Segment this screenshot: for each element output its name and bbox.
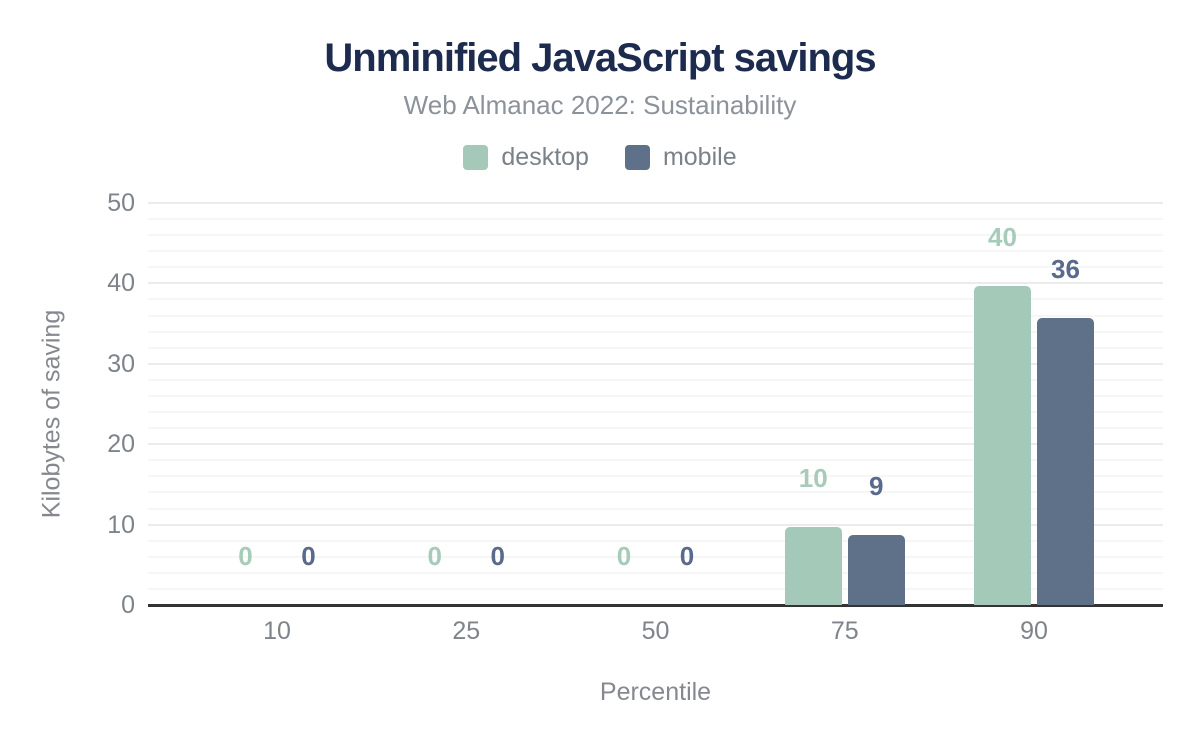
mobile-bar-p90 xyxy=(1037,317,1094,605)
x-axis-baseline xyxy=(148,604,1163,607)
minor-gridline xyxy=(148,555,1163,558)
mobile-value-label-p75: 9 xyxy=(869,471,884,502)
x-axis-tick-labels: 10 25 50 75 90 xyxy=(148,618,1163,650)
mobile-value-label-p10: 0 xyxy=(301,541,316,571)
desktop-value-label-p75: 10 xyxy=(798,463,828,494)
x-tick-75: 75 xyxy=(830,617,859,645)
minor-gridline xyxy=(148,346,1163,349)
y-axis-tick-labels: 0 10 20 30 40 50 xyxy=(0,190,135,618)
desktop-legend-label: desktop xyxy=(501,143,589,171)
x-tick-25: 25 xyxy=(452,617,481,645)
mobile-value-label-p25: 0 xyxy=(490,541,505,571)
minor-gridline xyxy=(148,539,1163,542)
x-tick-50: 50 xyxy=(641,617,670,645)
x-tick-10: 10 xyxy=(263,617,291,645)
legend: desktop mobile xyxy=(0,143,1200,172)
minor-gridline xyxy=(148,427,1163,430)
minor-gridline xyxy=(148,234,1163,237)
y-tick-10: 10 xyxy=(107,510,135,539)
mobile-value-label-p90: 36 xyxy=(1051,253,1080,284)
minor-gridline xyxy=(148,459,1163,462)
major-gridline xyxy=(148,523,1163,526)
minor-gridline xyxy=(148,378,1163,381)
minor-gridline xyxy=(148,250,1163,253)
minor-gridline xyxy=(148,411,1163,414)
minor-gridline xyxy=(148,571,1163,574)
minor-gridline xyxy=(148,475,1163,478)
mobile-bar-p75 xyxy=(847,535,905,605)
y-tick-20: 20 xyxy=(107,430,135,459)
y-tick-50: 50 xyxy=(107,189,135,217)
x-axis-title: Percentile xyxy=(599,678,712,706)
legend-item-mobile: mobile xyxy=(624,143,737,172)
major-gridline xyxy=(148,202,1163,204)
minor-gridline xyxy=(148,330,1163,333)
legend-item-desktop: desktop xyxy=(463,143,589,172)
minor-gridline xyxy=(148,394,1163,397)
major-gridline xyxy=(148,282,1163,285)
chart-subtitle: Web Almanac 2022: Sustainability xyxy=(403,90,797,120)
major-gridline xyxy=(148,443,1163,446)
desktop-legend-swatch xyxy=(463,145,489,170)
minor-gridline xyxy=(148,491,1163,494)
minor-gridline xyxy=(148,266,1163,269)
desktop-value-label-p50: 0 xyxy=(616,541,632,571)
desktop-bar-p75 xyxy=(784,527,842,605)
y-tick-40: 40 xyxy=(107,269,135,298)
major-gridline xyxy=(148,362,1163,365)
y-tick-0: 0 xyxy=(121,591,135,619)
y-tick-30: 30 xyxy=(107,349,135,378)
chart-title: Unminified JavaScript savings xyxy=(324,36,876,80)
minor-gridline xyxy=(148,587,1163,590)
desktop-value-label-p90: 40 xyxy=(988,221,1017,252)
mobile-legend-swatch xyxy=(624,145,650,170)
desktop-value-label-p25: 0 xyxy=(427,541,442,571)
mobile-legend-label: mobile xyxy=(662,143,737,171)
minor-gridline xyxy=(148,507,1163,510)
plot-area: 0 0 0 10 40 0 0 0 9 36 xyxy=(148,202,1163,607)
mobile-value-label-p50: 0 xyxy=(679,541,695,571)
minor-gridline xyxy=(148,314,1163,317)
desktop-value-label-p10: 0 xyxy=(238,541,253,571)
x-tick-90: 90 xyxy=(1020,617,1048,645)
minor-gridline xyxy=(148,218,1163,221)
desktop-bar-p90 xyxy=(974,285,1031,605)
minor-gridline xyxy=(148,298,1163,301)
